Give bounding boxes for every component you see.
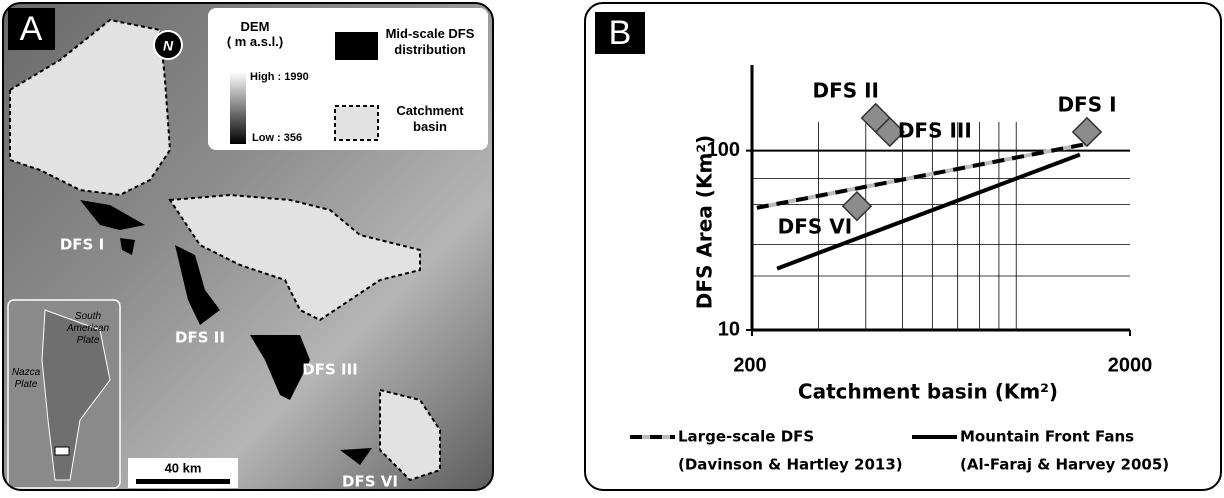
page: DFS I DFS II DFS III DFS VI SouthAmerica… — [0, 0, 1224, 493]
x-axis-label: Catchment basin (Km²) — [798, 380, 1058, 404]
scale-bar — [136, 479, 230, 484]
point-label: DFS I — [1057, 92, 1116, 116]
legend-swatch — [335, 106, 378, 140]
panel-label: A — [20, 10, 43, 48]
legend-label: Large-scale DFS — [678, 428, 814, 446]
dem-ramp — [230, 72, 246, 144]
dfs-label: DFS VI — [342, 473, 398, 491]
panel-frame — [585, 3, 1221, 490]
x-tick-label: 2000 — [1108, 354, 1153, 376]
y-axis-label: DFS Area (Km²) — [693, 135, 717, 309]
panel-label: B — [609, 14, 632, 52]
legend-swatch — [335, 32, 378, 60]
legend-source: (Davinson & Hartley 2013) — [678, 456, 903, 474]
x-tick-label: 200 — [733, 354, 766, 376]
y-tick-label: 10 — [718, 318, 740, 340]
dfs-label: DFS I — [60, 236, 104, 254]
dfs-label: DFS II — [175, 329, 225, 347]
point-label: DFS II — [812, 78, 879, 102]
legend-text: Low : 356 — [252, 132, 302, 144]
legend-text: High : 1990 — [250, 71, 309, 83]
north-label: N — [163, 38, 174, 54]
dfs-label: DFS III — [302, 361, 357, 379]
point-label: DFS VI — [778, 215, 853, 239]
figure: DFS I DFS II DFS III DFS VI SouthAmerica… — [0, 0, 1224, 493]
point-label: DFS III — [898, 118, 972, 142]
legend-label: Mountain Front Fans — [960, 428, 1134, 446]
inset-location — [55, 447, 69, 455]
scale-label: 40 km — [165, 460, 202, 475]
legend-source: (Al-Faraj & Harvey 2005) — [960, 456, 1169, 474]
